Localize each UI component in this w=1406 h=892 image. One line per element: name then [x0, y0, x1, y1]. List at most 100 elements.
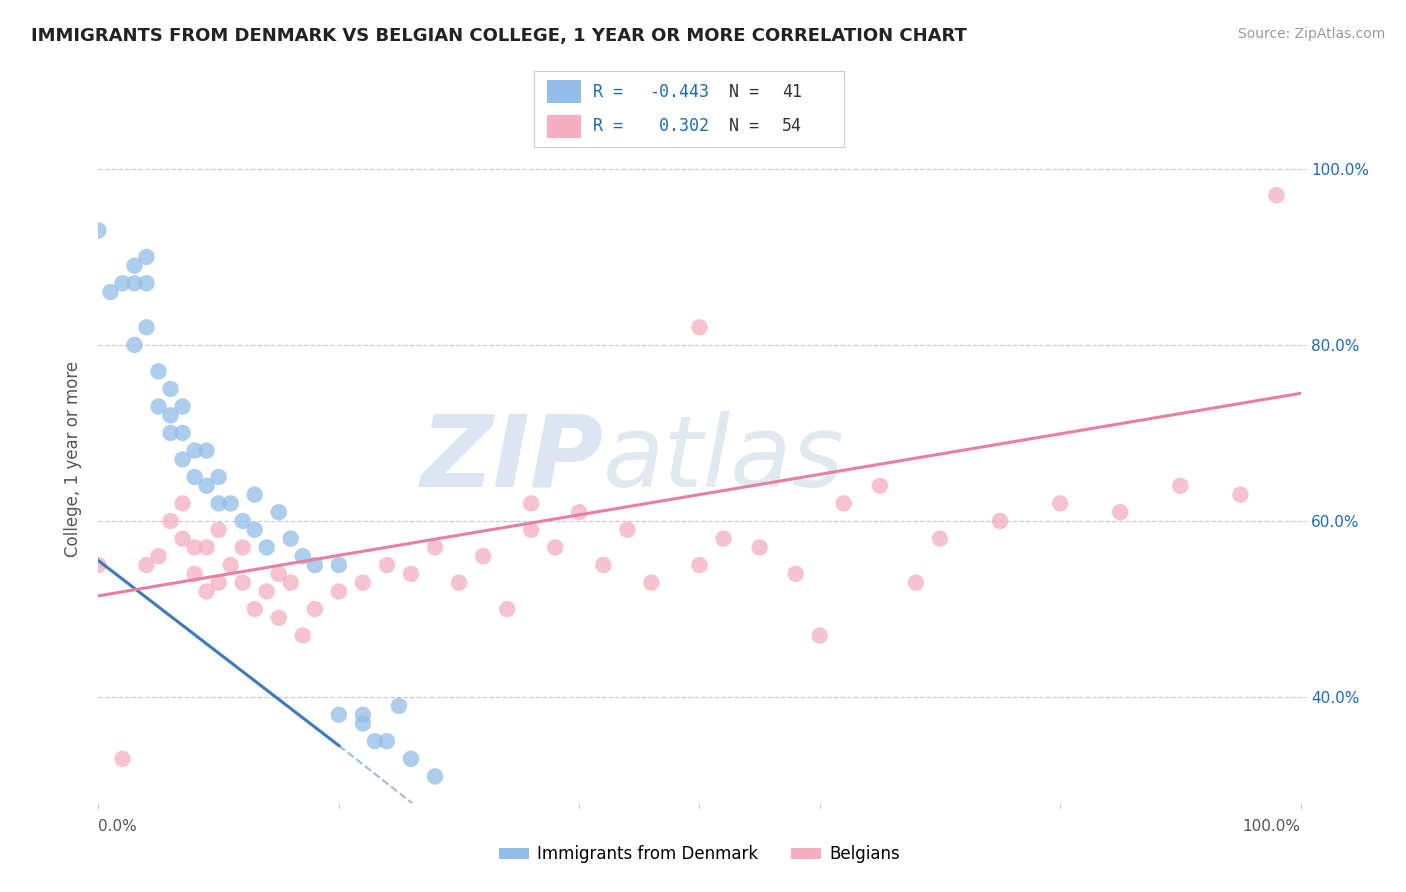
- Point: [928, 532, 950, 546]
- Point: [544, 541, 567, 555]
- Point: [328, 707, 350, 722]
- Point: [328, 558, 350, 572]
- Point: [208, 470, 231, 484]
- Point: [172, 496, 194, 510]
- Point: [100, 285, 122, 299]
- Text: Source: ZipAtlas.com: Source: ZipAtlas.com: [1237, 27, 1385, 41]
- Point: [1170, 479, 1192, 493]
- Point: [640, 575, 662, 590]
- Point: [352, 707, 374, 722]
- FancyBboxPatch shape: [547, 80, 581, 103]
- Point: [785, 566, 807, 581]
- Point: [689, 320, 711, 334]
- Point: [87, 558, 110, 572]
- Point: [423, 769, 446, 783]
- Point: [159, 382, 181, 396]
- Point: [616, 523, 638, 537]
- Point: [159, 514, 181, 528]
- Point: [111, 752, 134, 766]
- Point: [1049, 496, 1071, 510]
- Point: [183, 541, 205, 555]
- Point: [1109, 505, 1132, 519]
- Point: [496, 602, 519, 616]
- Point: [520, 496, 543, 510]
- Point: [267, 505, 290, 519]
- Point: [232, 541, 254, 555]
- Point: [904, 575, 927, 590]
- Point: [352, 575, 374, 590]
- Point: [1265, 188, 1288, 202]
- Point: [423, 541, 446, 555]
- Text: IMMIGRANTS FROM DENMARK VS BELGIAN COLLEGE, 1 YEAR OR MORE CORRELATION CHART: IMMIGRANTS FROM DENMARK VS BELGIAN COLLE…: [31, 27, 967, 45]
- Point: [195, 541, 218, 555]
- Point: [256, 541, 278, 555]
- Point: [148, 549, 170, 564]
- Point: [568, 505, 591, 519]
- Point: [148, 364, 170, 378]
- Point: [280, 532, 302, 546]
- Point: [124, 338, 146, 352]
- Point: [472, 549, 495, 564]
- Point: [304, 558, 326, 572]
- Point: [232, 514, 254, 528]
- Point: [172, 532, 194, 546]
- Y-axis label: College, 1 year or more: College, 1 year or more: [65, 361, 83, 558]
- Text: N =: N =: [730, 83, 759, 101]
- Point: [748, 541, 770, 555]
- Point: [375, 558, 398, 572]
- Point: [243, 523, 266, 537]
- Point: [447, 575, 470, 590]
- Point: [124, 259, 146, 273]
- Point: [195, 584, 218, 599]
- Point: [304, 602, 326, 616]
- Point: [399, 752, 422, 766]
- Point: [352, 716, 374, 731]
- Point: [243, 487, 266, 501]
- Point: [159, 409, 181, 423]
- Point: [1229, 487, 1251, 501]
- Point: [208, 496, 231, 510]
- Point: [208, 575, 231, 590]
- Point: [124, 277, 146, 291]
- Text: 0.0%: 0.0%: [98, 820, 138, 834]
- Text: N =: N =: [730, 117, 759, 135]
- Point: [280, 575, 302, 590]
- Point: [520, 523, 543, 537]
- Point: [183, 443, 205, 458]
- Text: atlas: atlas: [603, 411, 845, 508]
- Point: [135, 558, 157, 572]
- Point: [832, 496, 855, 510]
- Text: R =: R =: [593, 83, 623, 101]
- Point: [148, 400, 170, 414]
- Point: [219, 558, 242, 572]
- Point: [988, 514, 1011, 528]
- Point: [399, 566, 422, 581]
- Point: [111, 277, 134, 291]
- Point: [135, 277, 157, 291]
- Point: [291, 549, 314, 564]
- Point: [267, 566, 290, 581]
- Point: [135, 320, 157, 334]
- Point: [713, 532, 735, 546]
- Point: [256, 584, 278, 599]
- Point: [232, 575, 254, 590]
- Text: 41: 41: [782, 83, 801, 101]
- Point: [183, 470, 205, 484]
- Text: R =: R =: [593, 117, 623, 135]
- Point: [243, 602, 266, 616]
- FancyBboxPatch shape: [547, 115, 581, 138]
- Point: [219, 496, 242, 510]
- Text: 100.0%: 100.0%: [1243, 820, 1301, 834]
- Point: [388, 698, 411, 713]
- Point: [592, 558, 614, 572]
- Point: [195, 443, 218, 458]
- Point: [172, 400, 194, 414]
- Point: [135, 250, 157, 264]
- Point: [87, 223, 110, 237]
- Text: -0.443: -0.443: [648, 83, 709, 101]
- Text: 54: 54: [782, 117, 801, 135]
- Point: [869, 479, 891, 493]
- Point: [364, 734, 387, 748]
- Legend: Immigrants from Denmark, Belgians: Immigrants from Denmark, Belgians: [492, 838, 907, 870]
- Point: [808, 628, 831, 642]
